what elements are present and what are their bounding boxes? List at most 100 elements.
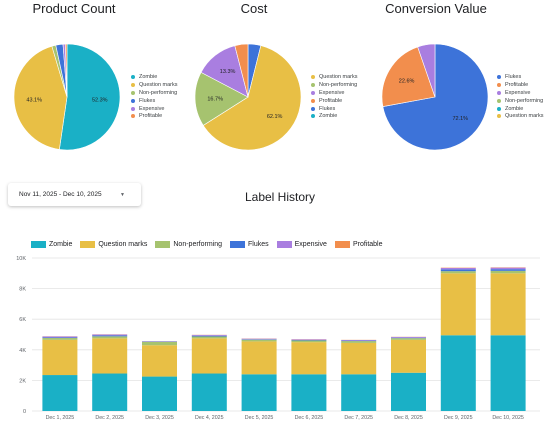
bar-segment-expensive[interactable] [191, 334, 227, 336]
y-tick-label: 6K [19, 317, 26, 323]
bar-segment-flukes[interactable] [42, 337, 78, 339]
bar-segment-non-performing[interactable] [92, 336, 128, 339]
y-tick-label: 0 [23, 409, 26, 415]
bar-legend-item-expensive[interactable]: Expensive [276, 241, 327, 248]
bar-legend-item-non-performing[interactable]: Non-performing [155, 241, 222, 248]
x-tick-label: Dec 3, 2025 [145, 415, 174, 421]
bar-segment-non-performing[interactable] [241, 339, 277, 342]
bar-segment-zombie[interactable] [191, 373, 227, 411]
y-tick-label: 8K [19, 287, 26, 293]
bar-segment-zombie[interactable] [490, 335, 526, 411]
legend-label: Expensive [139, 105, 165, 112]
legend-label: Question marks [98, 241, 148, 248]
bar-segment-expensive[interactable] [490, 267, 526, 270]
bar-segment-question-marks[interactable] [341, 342, 377, 375]
bar-segment-question-marks[interactable] [92, 338, 128, 374]
legend-label: Profitable [319, 97, 343, 104]
bar-segment-question-marks[interactable] [42, 339, 78, 376]
y-tick-label: 2K [19, 378, 26, 384]
bar-segment-flukes[interactable] [490, 269, 526, 271]
legend-label: Question marks [505, 113, 544, 120]
bar-segment-question-marks[interactable] [440, 273, 476, 336]
bar-series [42, 267, 526, 411]
bar-segment-expensive[interactable] [391, 336, 426, 338]
legend-swatch [497, 74, 501, 79]
bar-segment-expensive[interactable] [291, 339, 327, 341]
legend-item-non-performing: Non-performing [131, 89, 178, 97]
bar-segment-expensive[interactable] [42, 336, 78, 338]
label-history-chart: 0 2K 4K 6K 8K 10K Dec 1, 2025 Dec 2, 2025 Dec 3… [16, 256, 540, 421]
pie-title-product-count: Product Count [32, 1, 116, 16]
legend-item-profitable: Profitable [497, 81, 544, 89]
legend-label: Profitable [139, 113, 163, 120]
bar-legend-item-flukes[interactable]: Flukes [230, 241, 269, 248]
legend-label: Zombie [139, 73, 158, 80]
pie-legend-product-count: Zombie Question marks Non-performing Flukes… [131, 73, 178, 120]
bar-segment-zombie[interactable] [341, 374, 377, 411]
legend-item-question-marks: Question marks [131, 81, 178, 89]
bar-segment-expensive[interactable] [92, 334, 128, 336]
legend-label: Non-performing [139, 89, 178, 96]
bar-segment-zombie[interactable] [92, 373, 128, 411]
legend-swatch [131, 90, 135, 95]
legend-label: Flukes [248, 241, 269, 248]
bar-segment-flukes[interactable] [191, 335, 227, 337]
bar-segment-zombie[interactable] [241, 374, 277, 411]
bar-segment-non-performing[interactable] [291, 340, 327, 343]
pie-slice-question-marks [202, 45, 302, 151]
legend-label: Question marks [319, 73, 358, 80]
legend-swatch [276, 241, 292, 248]
legend-label: Question marks [139, 81, 178, 88]
bar-segment-expensive[interactable] [440, 267, 476, 270]
bar-segment-non-performing[interactable] [440, 271, 476, 274]
pie-legend-conversion-value: Flukes Profitable Expensive Non-performing Z… [497, 73, 544, 120]
bar-segment-question-marks[interactable] [142, 345, 177, 377]
legend-item-flukes: Flukes [311, 105, 358, 113]
y-axis: 0 2K 4K 6K 8K 10K [16, 256, 26, 415]
bar-segment-question-marks[interactable] [241, 341, 277, 375]
legend-swatch [311, 98, 315, 103]
bar-segment-question-marks[interactable] [291, 342, 327, 375]
legend-item-expensive: Expensive [131, 105, 178, 113]
bar-segment-non-performing[interactable] [391, 338, 426, 340]
legend-swatch [80, 241, 96, 248]
pie-product-count: 52.3% 43.1% [13, 43, 121, 151]
bar-segment-non-performing[interactable] [191, 336, 227, 339]
bar-segment-flukes[interactable] [92, 335, 128, 337]
bar-segment-non-performing[interactable] [42, 338, 78, 340]
legend-swatch [311, 114, 315, 119]
bar-segment-expensive[interactable] [241, 338, 277, 340]
pie-slice-label: 13.3% [220, 69, 236, 75]
legend-item-zombie: Zombie [311, 112, 358, 120]
bar-segment-non-performing[interactable] [142, 341, 177, 346]
x-tick-label: Dec 6, 2025 [295, 415, 324, 421]
legend-item-flukes: Flukes [497, 73, 544, 81]
legend-item-question-marks: Question marks [311, 73, 358, 81]
bar-legend-item-question-marks[interactable]: Question marks [80, 241, 147, 248]
bar-segment-flukes[interactable] [440, 269, 476, 272]
legend-item-profitable: Profitable [131, 112, 178, 120]
bar-segment-question-marks[interactable] [391, 339, 426, 373]
legend-item-expensive: Expensive [497, 89, 544, 97]
bar-segment-zombie[interactable] [142, 376, 177, 411]
bar-segment-question-marks[interactable] [490, 273, 526, 336]
bar-legend-item-profitable[interactable]: Profitable [334, 241, 383, 248]
bar-segment-zombie[interactable] [291, 374, 327, 411]
bar-segment-expensive[interactable] [341, 340, 377, 341]
bar-segment-non-performing[interactable] [490, 270, 526, 274]
legend-item-non-performing: Non-performing [311, 81, 358, 89]
legend-swatch [497, 98, 501, 103]
bar-legend-item-zombie[interactable]: Zombie [31, 241, 72, 248]
bar-segment-non-performing[interactable] [341, 341, 377, 343]
bar-segment-question-marks[interactable] [191, 338, 227, 374]
pie-conversion-value: 72.1% 22.6% [381, 43, 489, 151]
pie-slice-question-marks [13, 45, 68, 150]
bar-segment-zombie[interactable] [391, 372, 426, 411]
legend-swatch [334, 241, 350, 248]
bar-segment-zombie[interactable] [42, 375, 78, 411]
bar-segment-zombie[interactable] [440, 335, 476, 411]
legend-label: Zombie [505, 105, 524, 112]
legend-label: Zombie [49, 241, 73, 248]
date-range-picker[interactable]: Nov 11, 2025 - Dec 10, 2025 ▼ [8, 183, 141, 206]
pie-cost: 62.1% 16.7% 13.3% [194, 43, 302, 151]
